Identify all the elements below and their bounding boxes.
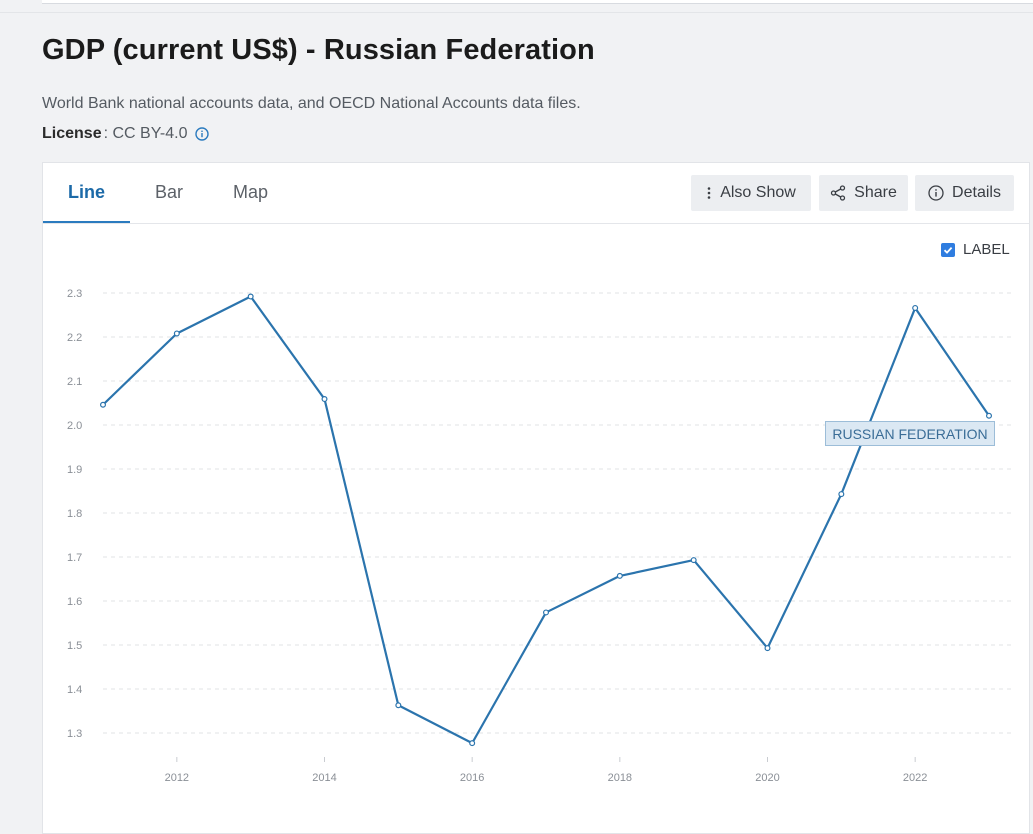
series-label-tag: RUSSIAN FEDERATION	[825, 421, 995, 446]
data-point	[173, 330, 180, 337]
data-point	[912, 304, 919, 311]
tab-bar[interactable]: Bar	[155, 181, 184, 202]
share-button[interactable]: Share	[819, 175, 908, 211]
data-point	[247, 293, 254, 300]
tab-line[interactable]: Line	[43, 163, 131, 223]
y-tick-label: 1.8	[67, 508, 82, 520]
page-title: GDP (current US$) - Russian Federation	[42, 34, 595, 66]
details-button[interactable]: Details	[915, 175, 1014, 211]
label-checkbox[interactable]	[941, 242, 955, 257]
share-label: Share	[854, 184, 897, 201]
share-icon	[830, 185, 846, 201]
y-tick-label: 2.0	[67, 420, 82, 432]
x-tick-label: 2018	[608, 772, 632, 784]
chart-card: Line Bar Map Also Show Share Details LAB…	[42, 162, 1030, 834]
data-point	[690, 557, 697, 564]
header-divider	[0, 12, 1033, 13]
data-point	[321, 396, 328, 403]
data-point	[469, 740, 476, 747]
info-circle-icon[interactable]	[195, 127, 210, 141]
series-line	[102, 295, 990, 745]
data-point	[616, 572, 623, 579]
top-strip	[42, 0, 1033, 4]
tabs-divider	[43, 223, 1029, 224]
data-point	[764, 645, 771, 652]
x-tick-label: 2012	[165, 772, 189, 784]
license-line: License : CC BY-4.0	[42, 125, 210, 143]
y-tick-label: 1.5	[67, 640, 82, 652]
y-tick-label: 2.3	[67, 288, 82, 300]
info-circle-icon	[928, 185, 944, 201]
vertical-ellipsis-icon	[707, 187, 711, 199]
y-tick-label: 1.7	[67, 552, 82, 564]
chart-type-tabs: Line Bar Map	[43, 163, 293, 223]
license-value: : CC BY-4.0	[103, 125, 188, 142]
y-tick-label: 2.1	[67, 376, 82, 388]
tab-map[interactable]: Map	[233, 181, 269, 202]
label-toggle[interactable]: LABEL	[941, 241, 1010, 258]
y-tick-label: 2.2	[67, 332, 82, 344]
data-point	[838, 491, 845, 498]
y-tick-label: 1.9	[67, 464, 82, 476]
data-point	[99, 401, 106, 408]
details-label: Details	[952, 184, 1001, 201]
also-show-button[interactable]: Also Show	[691, 175, 811, 211]
line-chart: 1.3 1.4 1.5 1.6 1.7 1.8 1.9 2.0 2.1 2.2 2.3 2012 201…	[67, 288, 1015, 784]
data-point	[395, 702, 402, 709]
y-tick-label: 1.6	[67, 596, 82, 608]
license-label: License	[42, 125, 102, 142]
y-tick-label: 1.4	[67, 684, 82, 696]
x-tick-label: 2014	[312, 772, 336, 784]
y-tick-label: 1.3	[67, 728, 82, 740]
x-tick-label: 2016	[460, 772, 484, 784]
label-toggle-text: LABEL	[963, 241, 1010, 258]
source-text: World Bank national accounts data, and O…	[42, 95, 581, 112]
checkmark-icon	[943, 246, 953, 254]
data-point	[543, 609, 550, 616]
also-show-label: Also Show	[720, 184, 796, 201]
data-point	[985, 412, 992, 419]
x-tick-label: 2022	[903, 772, 927, 784]
x-tick-label: 2020	[755, 772, 779, 784]
